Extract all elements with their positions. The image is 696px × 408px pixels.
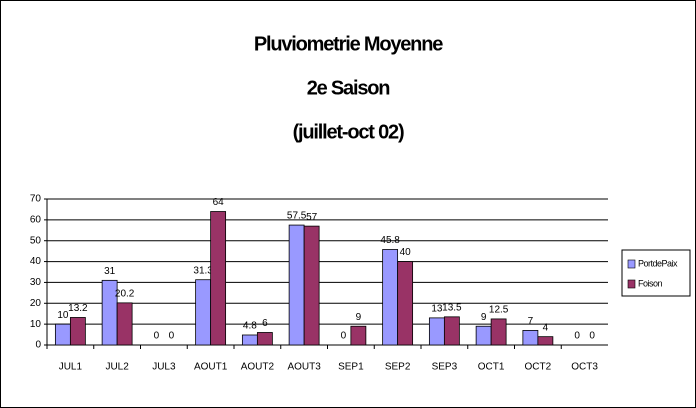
- bar: [116, 302, 133, 346]
- data-label: 0: [589, 331, 595, 342]
- bar: [69, 317, 86, 346]
- bar: [350, 325, 367, 346]
- data-label: 31.3: [193, 265, 213, 276]
- data-label: 4: [543, 322, 549, 333]
- x-tick-label: OCT2: [525, 362, 552, 373]
- y-tick-label: 20: [30, 298, 42, 309]
- data-label: 6: [262, 318, 268, 329]
- x-tick-label: AOUT3: [287, 362, 321, 373]
- data-label: 0: [169, 331, 175, 342]
- x-tick-label: AOUT1: [194, 362, 228, 373]
- legend-label: PortdePaix: [638, 258, 678, 268]
- data-label: 0: [154, 331, 160, 342]
- x-tick-label: JUL2: [105, 362, 129, 373]
- y-tick-label: 10: [30, 319, 42, 330]
- data-label: 57.5: [287, 211, 307, 222]
- data-label: 9: [481, 312, 487, 323]
- y-tick-label: 30: [30, 277, 42, 288]
- bar: [443, 316, 460, 346]
- bar: [54, 323, 71, 346]
- chart-title: 2e Saison: [307, 77, 390, 99]
- data-label: 9: [356, 312, 362, 323]
- x-tick-label: SEP3: [432, 362, 458, 373]
- data-label: 0: [574, 331, 580, 342]
- bar: [522, 329, 539, 346]
- data-label: 13: [431, 304, 443, 315]
- bar: [475, 325, 492, 346]
- bar: [397, 261, 414, 346]
- data-label: 64: [213, 197, 225, 208]
- data-label: 40: [400, 247, 412, 258]
- x-tick-label: JUL1: [59, 362, 83, 373]
- data-label: 4.8: [243, 321, 257, 332]
- data-label: 45.8: [380, 235, 400, 246]
- data-label: 13.2: [68, 303, 88, 314]
- legend-label: Foison: [638, 278, 663, 288]
- x-tick-label: AOUT2: [241, 362, 275, 373]
- bar: [303, 225, 320, 346]
- bar: [537, 336, 554, 346]
- data-label: 0: [341, 331, 347, 342]
- x-tick-label: OCT1: [478, 362, 505, 373]
- bar: [382, 249, 399, 346]
- legend-swatch: [627, 279, 636, 289]
- bar: [288, 224, 305, 346]
- chart-title: Pluviometrie Moyenne: [254, 33, 443, 55]
- data-label: 7: [528, 316, 534, 327]
- chart-title: (juillet-oct 02): [293, 121, 404, 143]
- bar: [490, 318, 507, 346]
- y-tick-label: 70: [30, 194, 42, 205]
- data-label: 10: [57, 310, 69, 321]
- x-tick-label: SEP1: [338, 362, 364, 373]
- x-tick-label: JUL3: [152, 362, 176, 373]
- data-label: 12.5: [489, 305, 509, 316]
- bar: [256, 332, 273, 346]
- bar: [241, 334, 258, 346]
- y-tick-label: 40: [30, 256, 42, 267]
- data-label: 20.2: [115, 289, 135, 300]
- x-tick-label: OCT3: [571, 362, 598, 373]
- data-label: 31: [104, 266, 116, 277]
- data-label: 13.5: [442, 302, 462, 313]
- y-tick-label: 60: [30, 214, 42, 225]
- y-tick-label: 50: [30, 235, 42, 246]
- legend-swatch: [627, 259, 636, 269]
- bar: [210, 211, 227, 346]
- legend-box: [621, 249, 691, 297]
- bar: [195, 279, 212, 346]
- bar: [428, 317, 445, 346]
- x-tick-label: SEP2: [385, 362, 411, 373]
- data-label: 57: [306, 212, 318, 223]
- y-tick-label: 0: [35, 340, 41, 351]
